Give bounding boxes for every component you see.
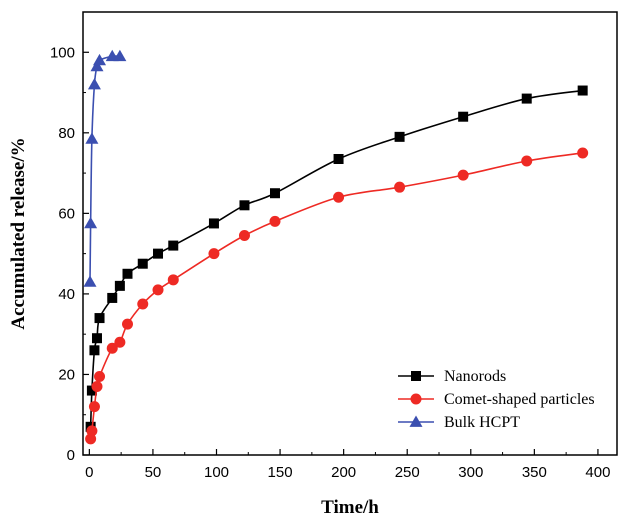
legend: Nanorods Comet-shaped particles Bulk HCPT <box>398 368 595 431</box>
data-point <box>89 345 100 356</box>
x-tick-label: 400 <box>585 464 610 481</box>
x-axis-title: Time/h <box>321 497 379 518</box>
x-tick-label: 200 <box>331 464 356 481</box>
data-point <box>86 425 98 437</box>
data-point <box>85 433 97 445</box>
data-point <box>458 111 469 122</box>
x-tick-label: 0 <box>85 464 93 481</box>
data-point <box>88 401 100 413</box>
legend-item: Nanorods <box>398 368 506 385</box>
x-tick-label: 250 <box>395 464 420 481</box>
legend-item: Bulk HCPT <box>398 414 520 431</box>
data-point <box>577 147 589 159</box>
legend-swatch-marker <box>410 393 422 405</box>
data-point <box>137 298 149 310</box>
legend-label: Comet-shaped particles <box>444 391 595 408</box>
legend-swatch-marker <box>411 371 421 381</box>
data-point <box>394 181 406 193</box>
axes <box>82 11 618 456</box>
data-point <box>122 268 133 279</box>
data-point <box>86 385 97 396</box>
legend-swatch-marker <box>409 415 423 427</box>
data-point <box>168 240 179 251</box>
data-point <box>114 280 125 291</box>
series-layer <box>83 49 589 445</box>
y-tick-label: 80 <box>58 125 75 142</box>
y-axis-title: Accumulated release/% <box>8 137 29 329</box>
data-point <box>93 53 107 66</box>
data-point <box>208 218 219 229</box>
data-point <box>90 59 104 72</box>
data-point <box>208 248 220 260</box>
data-point <box>577 85 588 96</box>
data-point <box>137 258 148 269</box>
y-tick-label: 20 <box>58 366 75 383</box>
y-axis-ticks: 0 20 40 60 80 100 <box>50 44 89 464</box>
series-line <box>89 55 120 282</box>
data-point <box>85 132 99 144</box>
data-point <box>521 93 532 104</box>
data-point <box>91 333 102 344</box>
data-point <box>107 292 118 303</box>
data-point <box>269 215 281 227</box>
series-nanorods <box>85 85 588 432</box>
data-point <box>106 342 118 354</box>
y-tick-label: 100 <box>50 44 75 61</box>
data-point <box>84 216 98 229</box>
x-tick-label: 100 <box>204 464 229 481</box>
legend-item: Comet-shaped particles <box>398 391 595 408</box>
data-point <box>114 336 126 348</box>
y-tick-label: 0 <box>67 447 75 464</box>
x-tick-label: 300 <box>458 464 483 481</box>
data-point <box>167 274 179 286</box>
data-point <box>333 191 345 203</box>
data-point <box>457 169 469 181</box>
legend-label: Nanorods <box>444 368 506 385</box>
series-comet-shaped-particles <box>85 147 589 445</box>
plot-frame <box>82 11 618 456</box>
x-tick-label: 350 <box>522 464 547 481</box>
data-point <box>122 318 133 330</box>
data-point <box>83 275 97 287</box>
x-axis-ticks: 0 50 100 150 200 250 300 350 400 <box>85 449 610 481</box>
data-point <box>87 77 101 90</box>
series-line <box>89 89 583 427</box>
data-point <box>94 370 106 382</box>
data-point <box>91 381 103 393</box>
data-point <box>113 49 127 62</box>
data-point <box>94 313 105 324</box>
y-tick-label: 60 <box>58 205 75 222</box>
data-point <box>269 188 280 199</box>
data-point <box>333 153 344 164</box>
legend-label: Bulk HCPT <box>444 414 520 431</box>
series-bulk-hcpt <box>83 49 127 287</box>
data-point <box>394 131 405 142</box>
data-point <box>238 230 250 242</box>
data-point <box>521 155 533 167</box>
y-tick-label: 40 <box>58 286 75 303</box>
x-tick-label: 50 <box>145 464 162 481</box>
data-point <box>152 284 164 296</box>
data-point <box>239 200 250 211</box>
x-tick-label: 150 <box>268 464 293 481</box>
data-point <box>153 248 164 259</box>
